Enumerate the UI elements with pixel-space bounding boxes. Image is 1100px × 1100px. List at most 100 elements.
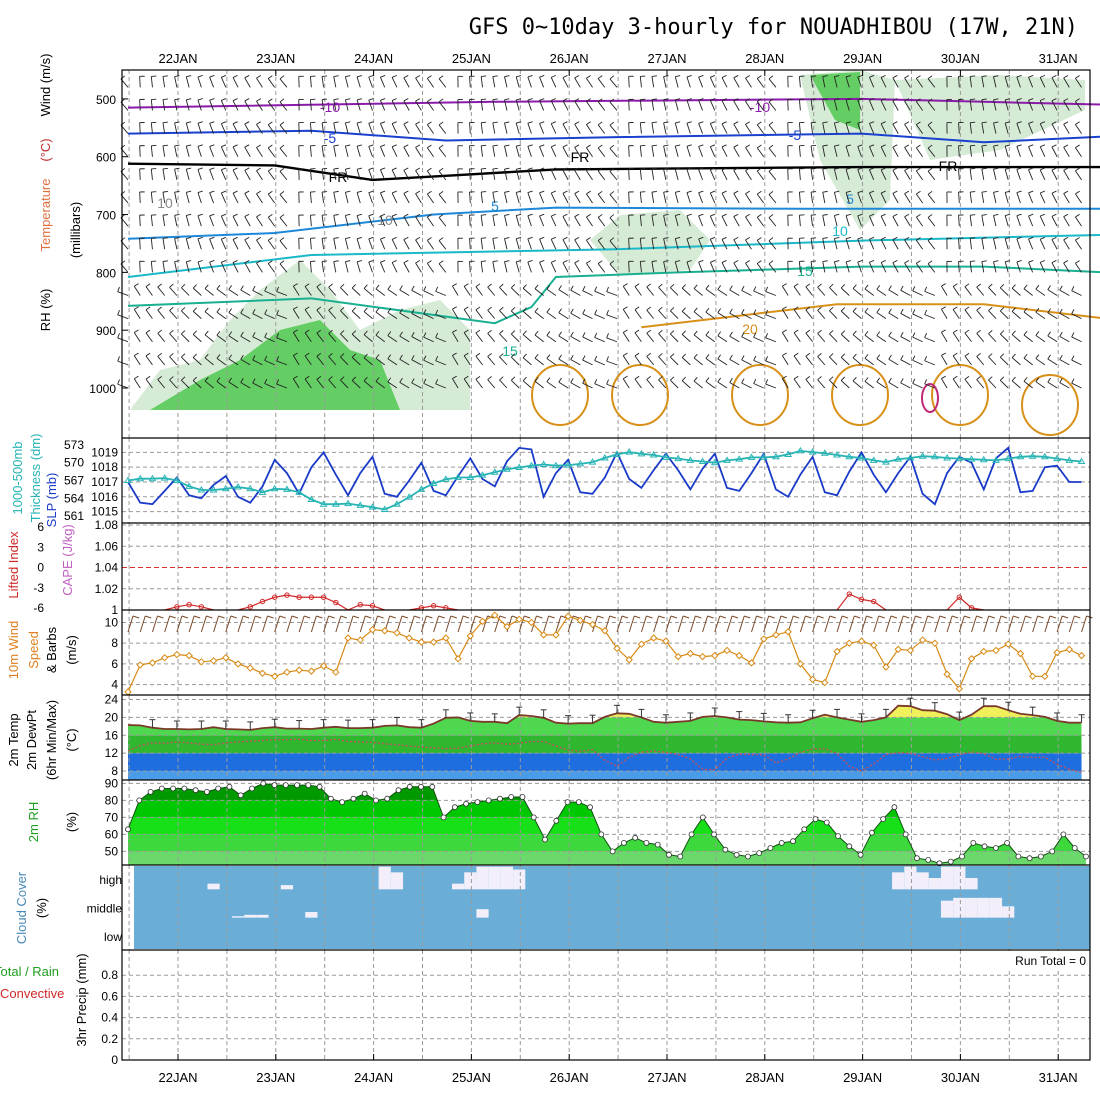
wind-barb (279, 101, 288, 111)
surface-wind-barb (829, 615, 836, 619)
temperature-contour-label: 20 (742, 321, 758, 337)
wind-barb (927, 78, 936, 88)
thickness-marker (955, 454, 964, 462)
wind-barb (220, 123, 227, 134)
wind-barb (570, 289, 581, 296)
wind-barb (463, 352, 469, 357)
wind-barb (438, 194, 447, 204)
cloud-cover-label: Cloud Cover (14, 871, 29, 944)
wind-barb (597, 167, 603, 172)
surface-wind-barb (597, 615, 604, 619)
warm-contour (931, 364, 989, 426)
wind-barb (438, 263, 447, 273)
wind-barb (817, 353, 822, 357)
rh-marker (1071, 845, 1078, 851)
wind-barb (480, 145, 483, 157)
wind-barb (139, 122, 141, 134)
wind-barb (958, 168, 960, 180)
wind-barb (857, 167, 863, 170)
wind-barb (435, 383, 447, 389)
wind-barb (363, 353, 368, 359)
wind-barb (510, 333, 520, 343)
wind-barb (551, 167, 556, 171)
wind-barb (162, 121, 168, 124)
wind-barb (192, 284, 197, 289)
wind-barb (745, 75, 750, 79)
wind-barb (916, 213, 921, 218)
rh-marker (530, 814, 537, 821)
wind-barb (344, 238, 349, 250)
wind-barb (646, 332, 655, 343)
wind-barb (209, 238, 214, 250)
wind-barb (864, 377, 869, 382)
wind-barb (435, 337, 447, 343)
wind-barb (550, 262, 557, 273)
wind-barb (279, 171, 288, 181)
wind-barb (582, 382, 593, 389)
wind-barb (741, 290, 752, 296)
wind-barb (698, 192, 703, 204)
wind-barb (981, 167, 987, 170)
wind-barb (999, 310, 1009, 319)
wind-barb (768, 263, 777, 273)
wind-barb (387, 312, 398, 319)
wind-barb (256, 75, 261, 79)
wind-speed-marker (209, 657, 218, 665)
wind-barb (279, 217, 288, 227)
wind-barb (852, 334, 862, 343)
temp-band (128, 753, 1082, 772)
wind-barb (480, 261, 483, 273)
surface-wind-barb (261, 615, 268, 633)
wind-barb (693, 288, 703, 296)
wind-barb (279, 191, 285, 195)
wind-barb (162, 145, 166, 157)
wind-barb (651, 237, 657, 239)
wind-barb (686, 169, 691, 180)
date-label-bottom: 24JAN (354, 1070, 393, 1085)
wind-barb (880, 216, 887, 227)
wind-barb (309, 145, 312, 157)
surface-wind-barb (653, 615, 660, 633)
rh-marker (418, 783, 424, 790)
wind-barb (916, 260, 921, 264)
wind-barb (186, 260, 192, 263)
wind-barb (574, 167, 580, 171)
cloud-row-label: low (104, 930, 122, 944)
thickness-marker (759, 453, 768, 460)
wind-barb (475, 286, 483, 296)
wind-barb (811, 144, 817, 147)
precip-tick-label: 0 (111, 1053, 118, 1067)
wind-barb (221, 259, 227, 263)
wind-barb (368, 144, 374, 147)
wind-barb (857, 144, 863, 147)
wind-barb (857, 238, 862, 250)
surface-wind-barb (848, 615, 855, 633)
wind-barb (516, 167, 522, 170)
surface-wind-barb (200, 615, 207, 633)
wind-barb (733, 236, 739, 241)
wind-barb (904, 170, 911, 181)
surface-wind-barb (151, 615, 158, 633)
wind-barb (993, 260, 999, 263)
wind-barb (686, 260, 692, 263)
wind-barb (698, 74, 704, 78)
wind-barb (609, 148, 618, 158)
wind-barb (174, 192, 178, 204)
wind-barb (539, 260, 545, 263)
wind-barb (741, 378, 745, 384)
wind-barb (674, 261, 679, 273)
wind-barb (391, 216, 398, 227)
wind-barb (228, 354, 233, 360)
wind-barb (698, 238, 703, 250)
wind-barb (492, 261, 496, 273)
wind-barb (1040, 236, 1045, 240)
wind-barb (793, 352, 799, 357)
wind-barb (845, 169, 850, 180)
wind-tick-label: 4 (111, 678, 118, 692)
wind-barb (522, 287, 532, 296)
rh-marker (654, 841, 661, 848)
wind-barb (499, 283, 504, 288)
wind-barb (705, 288, 716, 296)
wind-barb (768, 171, 777, 181)
